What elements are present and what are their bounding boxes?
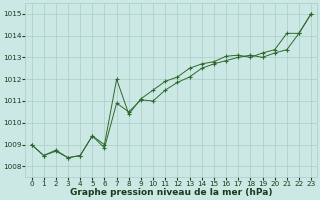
X-axis label: Graphe pression niveau de la mer (hPa): Graphe pression niveau de la mer (hPa) bbox=[70, 188, 273, 197]
